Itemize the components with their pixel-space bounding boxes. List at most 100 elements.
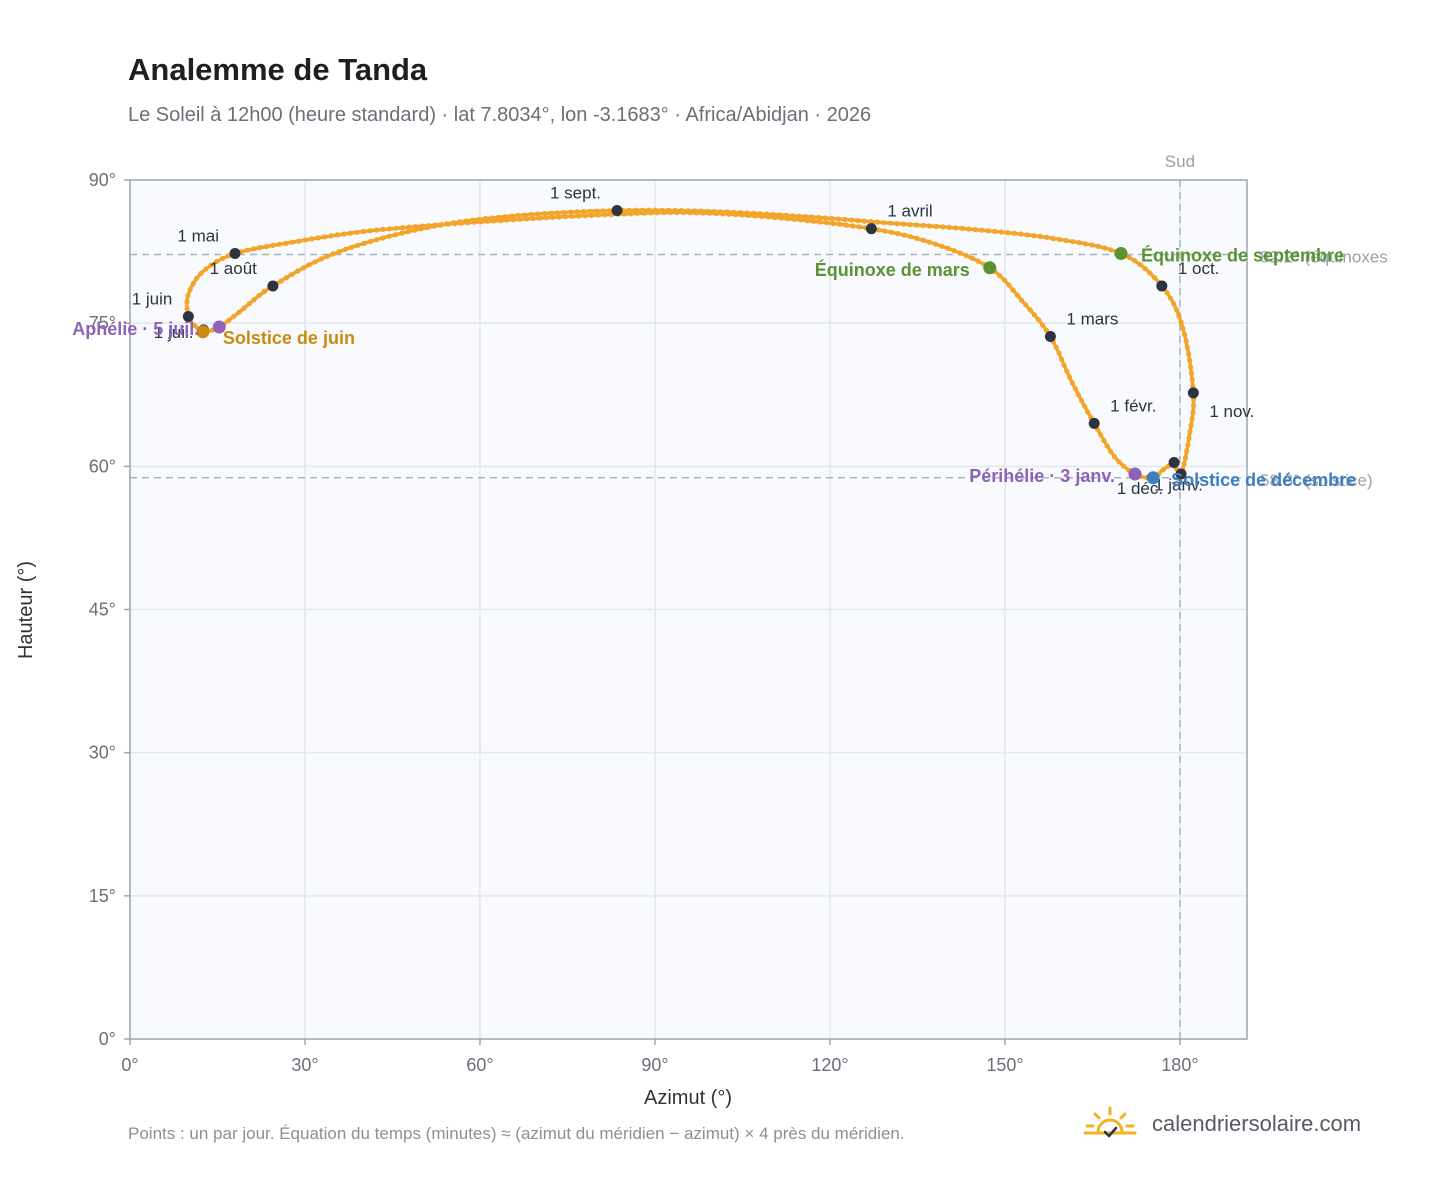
daily-dot xyxy=(509,213,515,219)
daily-dot xyxy=(1171,301,1177,307)
daily-dot xyxy=(626,207,632,213)
month-point xyxy=(1168,457,1180,469)
month-point xyxy=(1187,387,1199,399)
daily-dot xyxy=(1076,240,1082,246)
daily-dot xyxy=(665,207,672,213)
daily-dot xyxy=(336,249,342,255)
daily-dot xyxy=(1085,409,1091,415)
month-point xyxy=(267,280,279,292)
daily-dot xyxy=(1190,409,1196,416)
daily-dot xyxy=(341,231,347,237)
daily-dot xyxy=(284,275,290,281)
daily-dot xyxy=(405,229,411,235)
daily-dot xyxy=(1121,463,1127,469)
daily-dot xyxy=(1187,429,1193,435)
daily-dot xyxy=(796,213,802,219)
month-label: 1 mars xyxy=(1066,310,1118,329)
daily-dot xyxy=(816,214,822,221)
daily-dot xyxy=(289,271,295,277)
daily-dot xyxy=(757,211,763,217)
daily-dot xyxy=(231,313,237,319)
daily-dot xyxy=(594,208,600,214)
daily-dot xyxy=(457,219,463,225)
x-tick-label: 30° xyxy=(291,1055,318,1075)
daily-dot xyxy=(236,309,242,315)
daily-dot xyxy=(437,222,443,228)
daily-dot xyxy=(908,234,914,240)
daily-dot xyxy=(1189,416,1195,422)
daily-dot xyxy=(373,227,380,233)
daily-dot xyxy=(1059,356,1065,362)
page-subtitle: Le Soleil à 12h00 (heure standard) · lat… xyxy=(128,104,872,126)
daily-dot xyxy=(324,253,330,259)
daily-dot xyxy=(1011,230,1017,236)
daily-dot xyxy=(652,207,659,213)
daily-dot xyxy=(567,209,574,215)
month-point xyxy=(865,223,877,235)
daily-dot xyxy=(1063,237,1069,244)
special-point-equinox xyxy=(1114,246,1128,260)
month-point xyxy=(611,205,623,217)
daily-dot xyxy=(876,227,882,233)
daily-dot xyxy=(633,207,639,213)
daily-dot xyxy=(783,212,789,218)
daily-dot xyxy=(322,234,328,240)
y-tick-label: 0° xyxy=(99,1029,116,1049)
daily-dot xyxy=(1104,443,1110,449)
daily-dot xyxy=(1031,233,1037,239)
daily-dot xyxy=(1188,364,1194,370)
daily-dot xyxy=(855,218,861,224)
daily-dot xyxy=(966,226,972,232)
daily-dot xyxy=(1168,295,1174,301)
daily-dot xyxy=(1183,338,1189,344)
daily-dot xyxy=(822,215,828,221)
x-tick-label: 90° xyxy=(641,1055,668,1075)
y-tick-label: 60° xyxy=(89,456,116,476)
daily-dot xyxy=(386,226,393,232)
daily-dot xyxy=(1095,243,1101,249)
daily-dot xyxy=(535,211,541,217)
daily-dot xyxy=(1176,313,1182,319)
daily-dot xyxy=(283,240,289,246)
brand[interactable]: calendriersolaire.com xyxy=(1082,1104,1361,1144)
daily-dot xyxy=(515,212,521,219)
daily-dot xyxy=(1010,287,1016,293)
daily-dot xyxy=(817,219,823,225)
daily-dot xyxy=(940,224,946,230)
daily-dot xyxy=(315,235,321,241)
daily-dot xyxy=(1102,245,1108,251)
daily-dot xyxy=(933,241,939,247)
daily-dot xyxy=(1070,239,1076,245)
daily-dot xyxy=(1069,380,1075,386)
daily-dot xyxy=(1126,254,1132,260)
daily-dot xyxy=(1180,325,1186,331)
daily-dot xyxy=(901,232,907,238)
daily-dot xyxy=(576,213,582,219)
x-tick-label: 0° xyxy=(121,1055,138,1075)
daily-dot xyxy=(347,230,354,236)
special-label-june-solstice: Solstice de juin xyxy=(223,328,355,348)
special-point-equinox xyxy=(983,261,997,275)
daily-dot xyxy=(803,214,809,220)
reference-label-altitude: 58.8° (solstice) xyxy=(1260,471,1373,490)
daily-dot xyxy=(393,225,399,231)
daily-dot xyxy=(554,210,561,216)
daily-dot xyxy=(522,212,528,218)
daily-dot xyxy=(399,230,405,236)
daily-dot xyxy=(692,208,698,214)
daily-dot xyxy=(418,226,424,232)
daily-dot xyxy=(380,235,386,241)
daily-dot xyxy=(1173,307,1180,313)
sun-logo-icon xyxy=(1083,1106,1137,1138)
daily-dot xyxy=(496,214,502,220)
daily-dot xyxy=(920,222,926,229)
daily-dot xyxy=(731,209,737,215)
daily-dot xyxy=(1036,317,1042,323)
daily-dot xyxy=(804,218,810,224)
daily-dot xyxy=(203,266,209,272)
daily-dot xyxy=(997,273,1003,279)
daily-dot xyxy=(367,238,373,245)
daily-dot xyxy=(184,306,190,312)
month-point xyxy=(1175,468,1187,480)
